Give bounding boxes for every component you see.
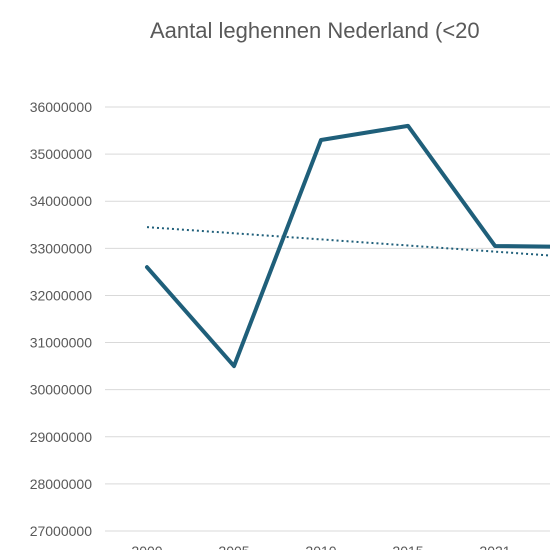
- data-point: [406, 124, 410, 128]
- y-tick-label: 32000000: [30, 287, 93, 303]
- data-point: [232, 364, 236, 368]
- y-tick-label: 29000000: [30, 429, 93, 445]
- y-axis-labels: 36000000 35000000 34000000 33000000 32000000…: [30, 99, 93, 539]
- y-tick-label: 34000000: [30, 193, 93, 209]
- series-line: [145, 123, 550, 369]
- y-tick-label: 36000000: [30, 99, 93, 115]
- y-tick-label: 31000000: [30, 335, 93, 351]
- data-point: [145, 265, 149, 269]
- data-point: [493, 244, 497, 248]
- chart-title: Aantal leghennen Nederland (<20: [150, 18, 480, 43]
- x-tick-label: 2021: [479, 543, 510, 550]
- y-tick-label: 28000000: [30, 476, 93, 492]
- trendline: [146, 226, 550, 257]
- x-tick-label: 2005: [218, 543, 249, 550]
- x-axis-labels: 200020052010201520212022: [131, 543, 510, 550]
- y-tick-label: 27000000: [30, 523, 93, 539]
- y-tick-label: 30000000: [30, 382, 93, 398]
- series-group: [145, 123, 550, 369]
- x-tick-label: 2015: [392, 543, 423, 550]
- x-tick-label: 2010: [305, 543, 336, 550]
- x-tick-label: 2000: [131, 543, 162, 550]
- gridlines: [105, 106, 550, 532]
- y-tick-label: 35000000: [30, 146, 93, 162]
- y-tick-label: 33000000: [30, 240, 93, 256]
- trendline-group: [146, 226, 550, 257]
- data-point: [319, 138, 323, 142]
